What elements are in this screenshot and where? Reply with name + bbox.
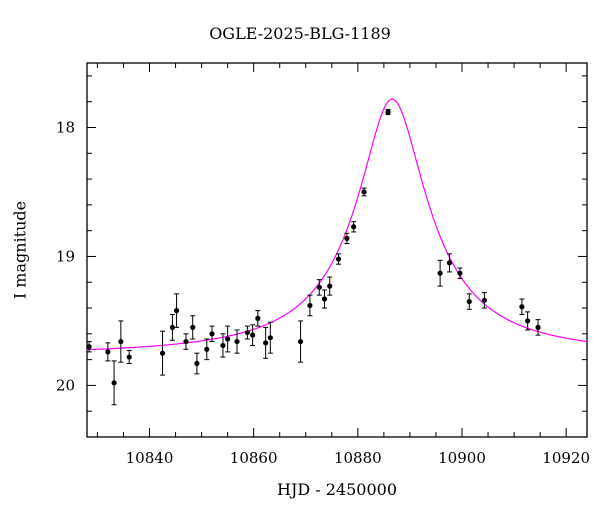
data-point — [159, 350, 166, 356]
y-tick-label: 20 — [56, 376, 75, 394]
data-point — [105, 349, 111, 355]
data-point — [437, 270, 443, 276]
data-point — [190, 324, 196, 330]
data-point — [225, 336, 231, 342]
x-tick-label: 10920 — [542, 449, 590, 467]
data-point — [173, 308, 180, 314]
x-tick-label: 10860 — [230, 449, 278, 467]
data-point — [126, 354, 132, 360]
data-point — [351, 224, 357, 230]
data-point — [86, 344, 92, 350]
data-point — [234, 338, 240, 345]
data-point — [327, 283, 333, 289]
data-point — [297, 338, 304, 345]
y-tick-label: 18 — [56, 118, 75, 136]
data-point — [307, 302, 313, 309]
data-point — [209, 331, 215, 337]
data-point — [194, 360, 200, 367]
axis-ticks — [87, 63, 587, 438]
data-point — [267, 335, 273, 341]
data-point — [220, 342, 226, 349]
x-tick-label: 10840 — [126, 449, 174, 467]
data-point — [244, 329, 251, 336]
data-point — [466, 298, 472, 305]
data-point — [263, 340, 269, 346]
data-point — [525, 318, 531, 324]
data-point — [111, 380, 117, 386]
data-point — [250, 332, 256, 338]
data-point — [385, 109, 391, 115]
x-tick-label: 10900 — [438, 449, 486, 467]
data-point — [316, 284, 322, 290]
data-point — [118, 338, 124, 345]
data-point — [519, 304, 525, 310]
x-axis-label: HJD - 2450000 — [276, 480, 398, 499]
data-points-group — [86, 108, 541, 406]
data-point — [321, 296, 328, 302]
model-curve — [86, 98, 588, 351]
data-point — [255, 315, 261, 321]
x-tick-label: 10880 — [334, 449, 382, 467]
data-point — [535, 324, 541, 330]
data-point — [335, 256, 342, 262]
data-point — [446, 260, 453, 266]
data-point — [204, 346, 210, 352]
data-point — [481, 297, 487, 303]
data-point — [183, 338, 189, 345]
data-point — [361, 189, 367, 195]
chart-title: OGLE-2025-BLG-1189 — [209, 24, 391, 43]
plot-frame — [86, 62, 588, 438]
model-curve-group — [86, 98, 588, 351]
data-point — [457, 270, 463, 276]
y-axis-label: I magnitude — [10, 200, 30, 300]
data-point — [344, 235, 350, 241]
y-tick-label: 19 — [56, 247, 75, 265]
data-point — [169, 324, 176, 330]
tick-labels: 10840 10860 10880 10900 10920 18 19 20 — [56, 118, 590, 467]
